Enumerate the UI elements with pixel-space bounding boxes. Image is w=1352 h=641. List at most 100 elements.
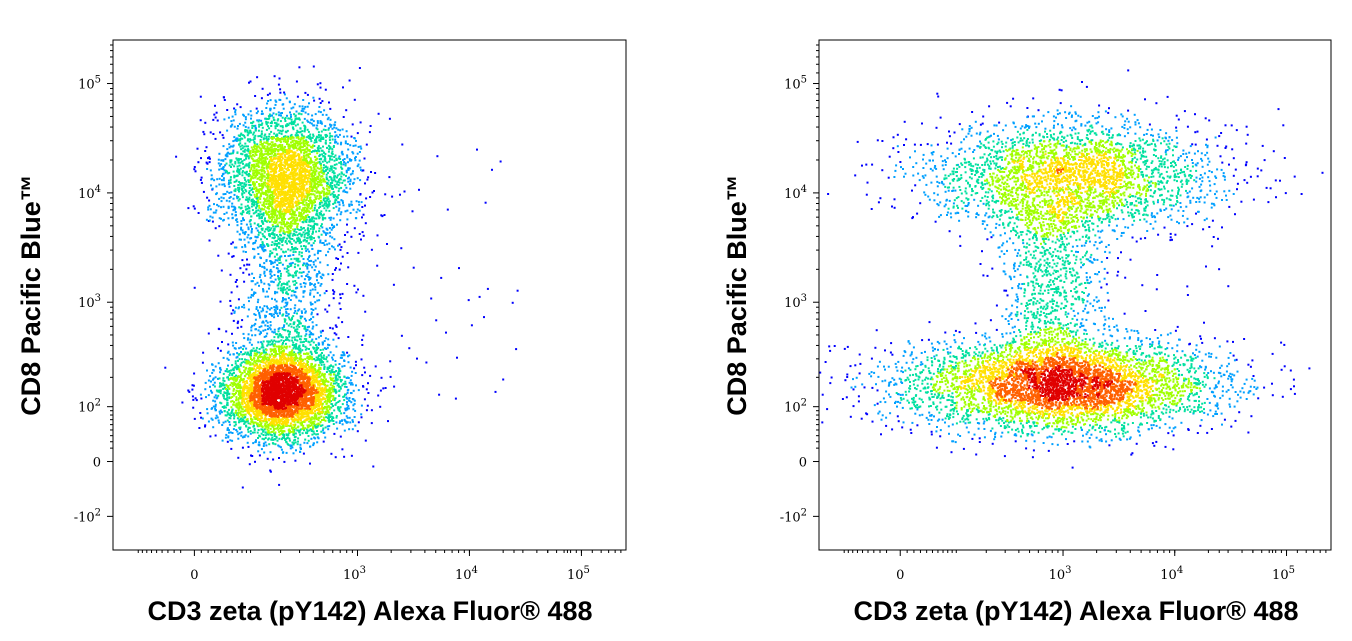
event-dot	[236, 405, 238, 407]
event-dot	[328, 418, 330, 420]
event-dot	[384, 214, 386, 216]
event-dot	[264, 275, 266, 277]
event-dot	[252, 209, 254, 211]
event-dot	[447, 209, 449, 211]
event-dot	[288, 352, 290, 354]
event-dot	[316, 357, 318, 359]
event-dot	[309, 236, 311, 238]
event-dot	[263, 452, 265, 454]
event-dot	[376, 265, 378, 267]
event-dot	[367, 176, 369, 178]
event-dot	[268, 138, 270, 140]
event-dot	[346, 283, 348, 285]
event-dot	[336, 214, 338, 216]
event-dot	[297, 223, 299, 225]
event-dot	[323, 109, 325, 111]
event-dot	[333, 217, 335, 219]
event-dot	[239, 381, 241, 383]
event-dot	[283, 340, 285, 342]
event-dot	[282, 431, 284, 433]
event-dot	[249, 339, 251, 341]
event-dot	[242, 272, 244, 274]
event-dot	[266, 129, 268, 131]
event-dot	[354, 416, 356, 418]
event-dot	[252, 295, 254, 297]
event-dot	[292, 275, 294, 277]
event-dot	[267, 296, 269, 298]
event-dot	[340, 297, 342, 299]
event-dot	[243, 146, 245, 148]
event-dot	[495, 391, 497, 393]
event-dot	[313, 100, 315, 102]
event-dot	[219, 131, 221, 133]
event-dot	[278, 350, 280, 352]
event-dot	[233, 198, 235, 200]
event-dot	[359, 167, 361, 169]
event-dot	[262, 357, 264, 359]
event-dot	[299, 206, 301, 208]
event-dot	[313, 221, 315, 223]
event-dot	[228, 143, 230, 145]
event-dot	[241, 362, 243, 364]
event-dot	[215, 376, 217, 378]
event-dot	[286, 97, 288, 99]
event-dot	[343, 383, 345, 385]
event-dot	[317, 252, 319, 254]
event-dot	[201, 182, 203, 184]
event-dot	[349, 382, 351, 384]
event-dot	[320, 200, 322, 202]
event-dot	[296, 207, 298, 209]
event-dot	[295, 214, 297, 216]
event-dot	[280, 115, 282, 117]
event-dot	[236, 431, 238, 433]
event-dot	[244, 177, 246, 179]
event-dot	[282, 240, 284, 242]
event-dot	[285, 308, 287, 310]
event-dot	[238, 306, 240, 308]
event-dot	[273, 336, 275, 338]
event-dot	[346, 224, 348, 226]
event-dot	[235, 307, 237, 309]
event-dot	[223, 219, 225, 221]
event-dot	[367, 405, 369, 407]
event-dot	[307, 276, 309, 278]
event-dot	[309, 294, 311, 296]
event-dot	[276, 308, 278, 310]
event-dot	[327, 399, 329, 401]
event-dot	[262, 345, 264, 347]
event-dot	[235, 380, 237, 382]
event-dot	[270, 273, 272, 275]
event-dot	[242, 229, 244, 231]
event-dot	[338, 184, 340, 186]
event-dot	[209, 240, 211, 242]
event-dot	[242, 211, 244, 213]
event-dot	[304, 144, 306, 146]
event-dot	[303, 442, 305, 444]
event-dot	[241, 193, 243, 195]
event-dot	[320, 120, 322, 122]
event-dot	[349, 158, 351, 160]
event-dot	[350, 201, 352, 203]
event-dot	[276, 353, 278, 355]
event-dot	[336, 181, 338, 183]
event-dot	[261, 448, 263, 450]
event-dot	[326, 243, 328, 245]
event-dot	[358, 421, 360, 423]
event-dot	[223, 422, 225, 424]
event-dot	[297, 124, 299, 126]
event-dot	[287, 248, 289, 250]
event-dot	[188, 391, 190, 393]
event-dot	[269, 313, 271, 315]
event-dot	[349, 183, 351, 185]
event-dot	[291, 349, 293, 351]
event-dot	[320, 102, 322, 104]
event-dot	[213, 179, 215, 181]
event-dot	[281, 449, 283, 451]
event-dot	[217, 255, 219, 257]
event-dot	[252, 280, 254, 282]
event-dot	[257, 247, 259, 249]
event-dot	[215, 209, 217, 211]
chart-panel-1: 0 103 104 105-1020102103104105CD3 zeta (pY1…	[16, 40, 626, 626]
event-dot	[200, 179, 202, 181]
